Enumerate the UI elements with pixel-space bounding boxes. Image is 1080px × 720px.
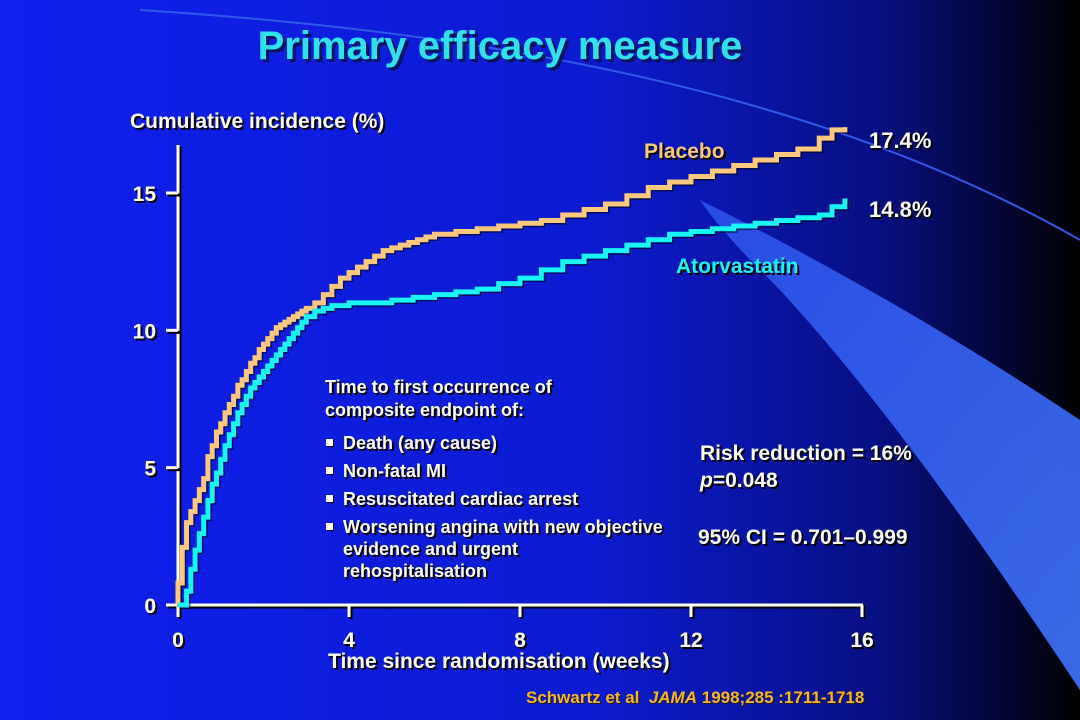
endpoint-item-cardiac-arrest: Resuscitated cardiac arrest bbox=[326, 488, 663, 510]
decorative-swoosh bbox=[700, 200, 1080, 690]
citation-authors: Schwartz et al bbox=[526, 688, 640, 707]
y-tick-label-5: 5 bbox=[144, 458, 156, 481]
series-line-atorvastatin bbox=[178, 198, 848, 608]
decorative-arc bbox=[139, 9, 1080, 241]
y-tick-label-0: 0 bbox=[144, 595, 156, 618]
citation-ref: 1998;285 :1711-1718 bbox=[701, 688, 865, 707]
y-tick-label-10: 10 bbox=[133, 320, 156, 343]
citation: Schwartz et al JAMA 1998;285 :1711-1718 bbox=[526, 688, 864, 708]
slide-title: Primary efficacy measure bbox=[257, 24, 743, 68]
x-tick-label-8: 8 bbox=[514, 629, 526, 652]
endpoint-item-death: Death (any cause) bbox=[326, 432, 663, 454]
series-lines bbox=[175, 127, 849, 609]
series-label-placebo: Placebo bbox=[644, 140, 725, 163]
series-label-atorvastatin: Atorvastatin bbox=[676, 255, 799, 278]
x-tick-label-0: 0 bbox=[172, 629, 184, 652]
x-axis-label: Time since randomisation (weeks) bbox=[328, 650, 670, 673]
x-tick-label-12: 12 bbox=[679, 629, 702, 652]
citation-journal: JAMA bbox=[648, 688, 697, 707]
endpoint-item-mi: Non-fatal MI bbox=[326, 460, 663, 482]
end-value-placebo: 17.4% bbox=[869, 128, 932, 153]
risk-reduction-block: Risk reduction = 16% p=0.048 bbox=[700, 440, 912, 494]
x-tick-label-16: 16 bbox=[850, 629, 873, 652]
endpoint-list: Death (any cause) Non-fatal MI Resuscita… bbox=[326, 432, 663, 588]
endpoint-definition-intro: Time to first occurrence of composite en… bbox=[325, 377, 552, 420]
p-label: p bbox=[700, 469, 713, 492]
confidence-interval: 95% CI = 0.701–0.999 bbox=[698, 526, 908, 549]
endpoint-item-angina: Worsening angina with new objective evid… bbox=[326, 516, 663, 582]
end-value-atorvastatin: 14.8% bbox=[869, 197, 932, 222]
x-tick-label-4: 4 bbox=[343, 629, 355, 652]
risk-reduction-text: Risk reduction = 16% bbox=[700, 442, 912, 465]
p-value-text: p=0.048 bbox=[700, 467, 912, 494]
p-value: =0.048 bbox=[712, 469, 778, 492]
y-tick-label-15: 15 bbox=[133, 183, 157, 206]
series-line-placebo bbox=[175, 127, 848, 605]
y-axis-label: Cumulative incidence (%) bbox=[130, 110, 385, 133]
